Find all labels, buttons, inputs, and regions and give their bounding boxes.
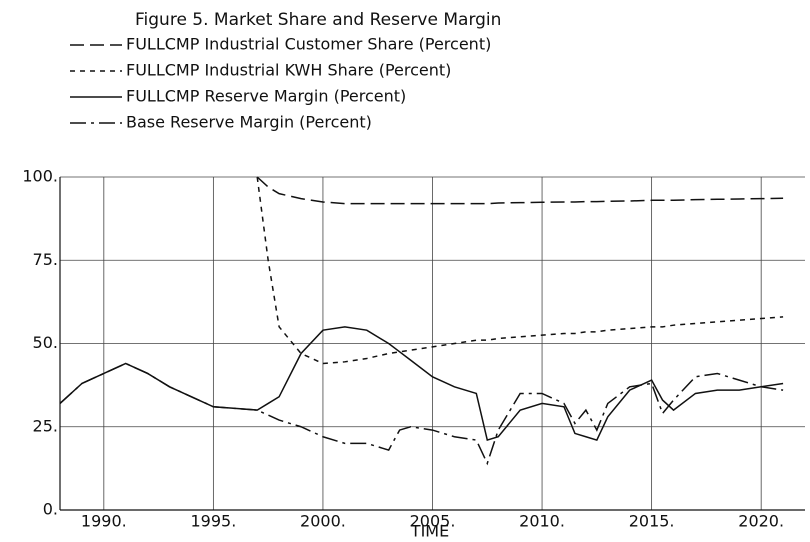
x-axis-label: TIME (410, 522, 449, 541)
legend-label: FULLCMP Industrial Customer Share (Perce… (126, 35, 491, 54)
series-line (59, 326, 784, 442)
y-tick-label: 25. (33, 416, 58, 435)
x-tick-label: 2005. (410, 512, 456, 531)
x-tick-label: 1990. (81, 512, 127, 531)
y-tick-label: 75. (33, 250, 58, 269)
x-tick-label: 2000. (300, 512, 346, 531)
x-tick-label: 2020. (738, 512, 784, 531)
x-tick-label: 2010. (519, 512, 565, 531)
x-tick-label: 1995. (190, 512, 236, 531)
legend-label: FULLCMP Reserve Margin (Percent) (126, 87, 406, 106)
x-tick-label: 2015. (629, 512, 675, 531)
legend-label: Base Reserve Margin (Percent) (126, 113, 372, 132)
chart-title: Figure 5. Market Share and Reserve Margi… (135, 10, 501, 30)
y-tick-label: 50. (33, 333, 58, 352)
y-tick-label: 100. (22, 167, 58, 186)
series-line (59, 362, 784, 466)
legend-label: FULLCMP Industrial KWH Share (Percent) (126, 61, 451, 80)
y-tick-label: 0. (43, 500, 58, 519)
series-line (256, 176, 784, 205)
series-line (256, 176, 784, 365)
